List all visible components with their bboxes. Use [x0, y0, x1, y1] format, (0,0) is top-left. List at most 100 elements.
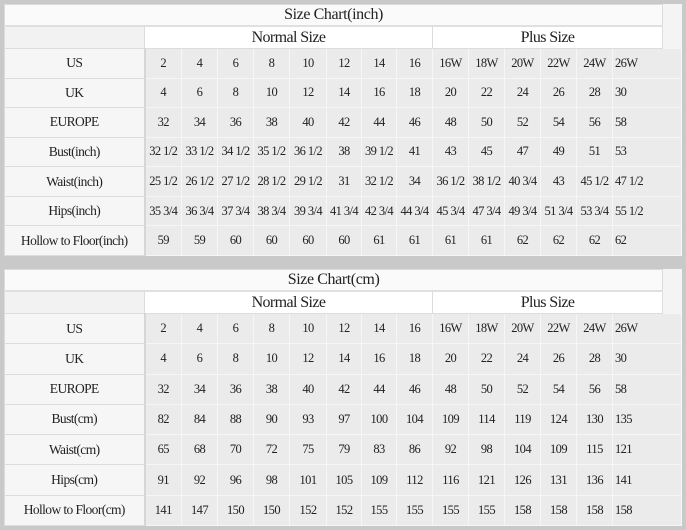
table-cell: 112 — [396, 464, 433, 496]
table-cell: 68 — [181, 434, 218, 466]
table-cell: 52 — [504, 373, 541, 405]
table-cell: 40 — [289, 107, 327, 138]
table-cell: 147 — [181, 494, 218, 527]
table-cell: 158 — [504, 494, 541, 527]
table-cell: 20W — [504, 312, 541, 345]
table-cell: 28 1/2 — [253, 166, 290, 197]
table-cell: 61 — [396, 225, 433, 256]
table-row: Bust(inch) 32 1/2 33 1/2 34 1/2 35 1/2 36 1/2… — [4, 136, 682, 168]
table-cell: 22W — [540, 48, 577, 79]
table-cell: 20 — [432, 77, 469, 109]
table-cell: 104 — [504, 434, 541, 466]
table-cell: 10 — [289, 48, 327, 79]
table-cell: 2 — [144, 312, 182, 345]
table-cell: 109 — [361, 464, 397, 496]
table-cell: 75 — [289, 434, 327, 466]
table-cell: 36 3/4 — [181, 195, 218, 227]
table-cell: 26W — [612, 312, 682, 345]
table-row: Waist(inch) 25 1/2 26 1/2 27 1/2 28 1/2 29 1/… — [4, 166, 682, 197]
chart-title: Size Chart(cm) — [3, 269, 664, 292]
table-cell: 6 — [217, 48, 254, 79]
table-cell: 155 — [432, 494, 469, 527]
table-cell: 4 — [181, 48, 218, 79]
table-cell: 48 — [432, 373, 469, 405]
table-cell: 121 — [468, 464, 505, 496]
table-cell: 34 — [181, 107, 218, 138]
table-cell: 16 — [396, 48, 433, 79]
table-cell: 51 — [576, 136, 613, 168]
table-cell: 35 3/4 — [144, 195, 182, 227]
table-cell: 22 — [468, 77, 505, 109]
table-cell: 59 — [144, 225, 182, 256]
table-cell: 70 — [217, 434, 254, 466]
table-cell: 141 — [612, 464, 682, 496]
table-cell: 109 — [540, 434, 577, 466]
row-label: Bust(cm) — [4, 403, 146, 436]
table-cell: 83 — [361, 434, 397, 466]
table-cell: 26 — [540, 343, 577, 375]
table-cell: 43 — [540, 166, 577, 197]
table-cell: 24W — [576, 312, 613, 345]
table-cell: 84 — [181, 403, 218, 436]
table-cell: 44 — [361, 373, 397, 405]
table-cell: 61 — [361, 225, 397, 256]
table-cell: 28 — [576, 343, 613, 375]
table-cell: 18 — [396, 77, 433, 109]
table-cell: 51 3/4 — [540, 195, 577, 227]
group-header-plus: Plus Size — [431, 25, 664, 49]
table-cell: 150 — [217, 494, 254, 527]
table-cell: 6 — [217, 312, 254, 345]
table-cell: 52 — [504, 107, 541, 138]
table-cell: 46 — [396, 373, 433, 405]
row-label: US — [4, 48, 146, 79]
table-cell: 62 — [540, 225, 577, 256]
table-cell: 135 — [612, 403, 682, 436]
table-cell: 22W — [540, 312, 577, 345]
table-cell: 45 — [468, 136, 505, 168]
table-cell: 14 — [326, 77, 362, 109]
table-cell: 45 1/2 — [576, 166, 613, 197]
row-label: Hips(cm) — [4, 464, 146, 496]
table-cell: 36 1/2 — [432, 166, 469, 197]
table-cell: 24W — [576, 48, 613, 79]
table-cell: 8 — [217, 343, 254, 375]
table-cell: 92 — [181, 464, 218, 496]
table-row: US 2 4 6 8 10 12 14 16 16W 18W 20W 22W 24W 26W — [4, 312, 682, 345]
table-cell: 141 — [144, 494, 182, 527]
table-cell: 82 — [144, 403, 182, 436]
table-cell: 42 3/4 — [361, 195, 397, 227]
table-cell: 10 — [289, 312, 327, 345]
size-chart-cm: Size Chart(cm) Normal Size Plus Size US 2 4 6 8… — [3, 269, 682, 527]
table-cell: 88 — [217, 403, 254, 436]
table-cell: 18W — [468, 312, 505, 345]
row-label: Hollow to Floor(cm) — [4, 494, 146, 527]
title-row: Size Chart(inch) — [3, 4, 682, 27]
table-cell: 39 3/4 — [289, 195, 327, 227]
table-cell: 35 1/2 — [253, 136, 290, 168]
table-cell: 29 1/2 — [289, 166, 327, 197]
table-cell: 24 — [504, 77, 541, 109]
table-cell: 60 — [326, 225, 362, 256]
table-cell: 98 — [468, 434, 505, 466]
table-cell: 8 — [253, 312, 290, 345]
table-cell: 41 3/4 — [326, 195, 362, 227]
table-cell: 90 — [253, 403, 290, 436]
table-cell: 41 — [396, 136, 433, 168]
table-cell: 36 — [217, 107, 254, 138]
table-cell: 38 — [253, 107, 290, 138]
table-cell: 55 1/2 — [612, 195, 682, 227]
table-cell: 49 — [540, 136, 577, 168]
table-cell: 10 — [253, 77, 290, 109]
table-cell: 150 — [253, 494, 290, 527]
table-cell: 6 — [181, 343, 218, 375]
table-cell: 38 1/2 — [468, 166, 505, 197]
size-chart-inch: Size Chart(inch) Normal Size Plus Size US 2 4… — [3, 4, 682, 256]
table-cell: 101 — [289, 464, 327, 496]
table-cell: 32 1/2 — [361, 166, 397, 197]
table-cell: 93 — [289, 403, 327, 436]
table-cell: 31 — [326, 166, 362, 197]
table-cell: 8 — [217, 77, 254, 109]
table-cell: 42 — [326, 373, 362, 405]
row-label: EUROPE — [4, 373, 146, 405]
table-cell: 53 3/4 — [576, 195, 613, 227]
